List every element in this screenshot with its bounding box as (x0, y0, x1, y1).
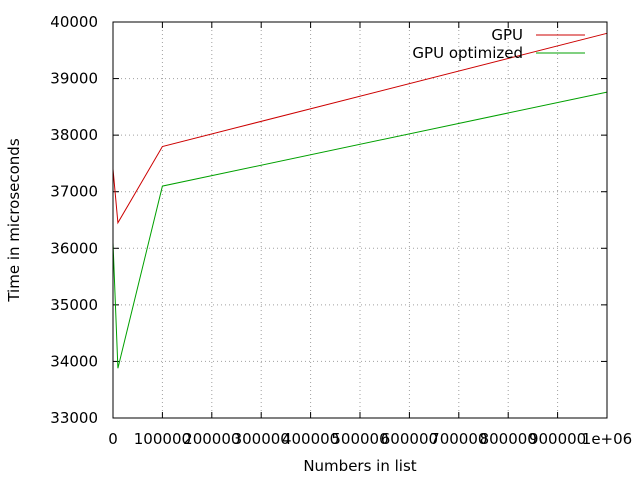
x-tick-label: 900000 (529, 430, 586, 448)
series-line-2 (112, 91, 608, 369)
series-lines (112, 32, 608, 369)
x-tick-label: 300000 (233, 430, 290, 448)
y-tick-label: 37000 (50, 183, 98, 201)
x-tick-label: 0 (108, 430, 118, 448)
y-tick-label: 36000 (50, 239, 98, 257)
x-tick-label: 700000 (430, 430, 487, 448)
plot-frame (112, 21, 608, 419)
x-tick-label: 1e+06 (582, 430, 632, 448)
legend-label: GPU (491, 26, 523, 44)
x-tick-label: 500000 (331, 430, 388, 448)
y-tick-label: 35000 (50, 296, 98, 314)
x-tick-label: 200000 (183, 430, 240, 448)
y-tick-label: 39000 (50, 70, 98, 88)
x-tick-label: 600000 (381, 430, 438, 448)
x-tick-label: 100000 (134, 430, 191, 448)
y-tick-label: 34000 (50, 352, 98, 370)
grid (113, 22, 607, 418)
x-axis-ticks: 0 100000200000300000400000500000600000700… (108, 22, 632, 448)
y-tick-label: 38000 (50, 126, 98, 144)
x-axis-label: Numbers in list (303, 457, 416, 475)
series-line-1 (112, 32, 608, 225)
y-tick-label: 40000 (50, 13, 98, 31)
y-axis-label: Time in microseconds (5, 138, 23, 302)
x-tick-label: 400000 (282, 430, 339, 448)
x-tick-label: 800000 (480, 430, 537, 448)
y-axis-ticks: 33000 34000 35000 36000 37000 38000 39000 40000 (50, 13, 607, 427)
legend-label: GPU optimized (412, 44, 523, 62)
y-tick-label: 33000 (50, 409, 98, 427)
